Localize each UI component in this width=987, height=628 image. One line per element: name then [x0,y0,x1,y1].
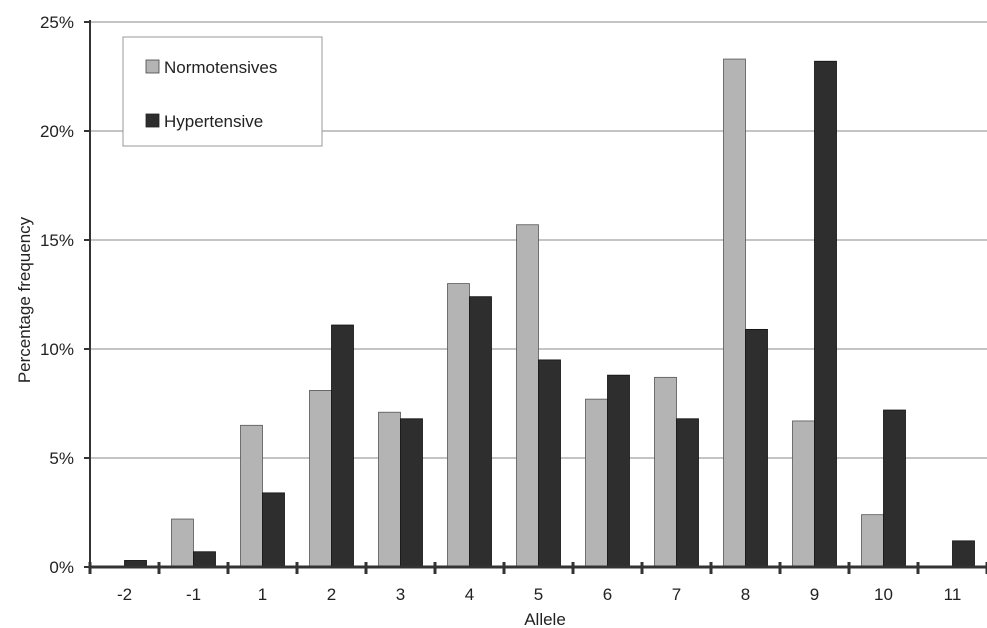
bar-hypertensive-4 [469,296,492,568]
x-tick-label: 9 [810,585,819,604]
x-tick-label: 1 [258,585,267,604]
axes [84,20,987,574]
bar-normotensives-6 [585,398,608,568]
bar-normotensives--1 [171,518,194,568]
x-tick-label: 4 [465,585,474,604]
legend-label-normotensives: Normotensives [164,58,277,77]
x-tick-label: 10 [874,585,893,604]
bar-hypertensive-11 [952,540,975,568]
legend-box [122,36,323,147]
x-tick-label: 6 [603,585,612,604]
x-tick-label: -1 [186,585,201,604]
y-tick-label: 25% [40,13,74,32]
x-tick-label: 7 [672,585,681,604]
bar-normotensives-7 [654,376,677,568]
bar-normotensives-3 [378,411,401,568]
y-tick-label: 10% [40,340,74,359]
bar-hypertensive-5 [538,359,561,568]
y-tick-label: 0% [49,558,74,577]
bars [124,58,975,568]
y-axis-title: Percentage frequency [15,216,34,383]
bar-hypertensive-2 [331,324,354,568]
y-tick-label: 20% [40,122,74,141]
x-tick-label: 11 [944,585,962,604]
x-axis-title: Allele [524,610,566,628]
legend-swatch-hypertensive [145,113,160,128]
legend-label-hypertensive: Hypertensive [164,112,263,131]
y-tick-label: 15% [40,231,74,250]
bar-normotensives-9 [792,420,815,568]
bar-normotensives-2 [309,390,332,568]
bar-normotensives-5 [516,224,539,568]
legend: Normotensives Hypertensive [122,36,323,147]
bar-normotensives-1 [240,424,263,568]
bar-normotensives-8 [723,58,746,568]
bar-hypertensive-9 [814,60,837,568]
bar-hypertensive-1 [262,492,285,568]
bar-hypertensive-7 [676,418,699,568]
bar-hypertensive-10 [883,409,906,568]
bar-normotensives-10 [861,514,884,568]
legend-swatch-normotensives [145,59,160,74]
x-tick-label: 8 [741,585,750,604]
x-tick-label: 5 [534,585,543,604]
tick-labels: 0% 5% 10% 15% 20% 25% -2 -1 1 2 3 4 5 6 7 8 9 10 11 [40,13,961,604]
bar-hypertensive-8 [745,328,768,568]
bar-normotensives-4 [447,283,470,568]
y-tick-label: 5% [49,449,74,468]
x-tick-label: 2 [327,585,336,604]
x-tick-label: -2 [117,585,132,604]
bar-hypertensive-6 [607,374,630,568]
bar-hypertensive--1 [193,551,216,568]
x-tick-label: 3 [396,585,405,604]
bar-hypertensive-3 [400,418,423,568]
